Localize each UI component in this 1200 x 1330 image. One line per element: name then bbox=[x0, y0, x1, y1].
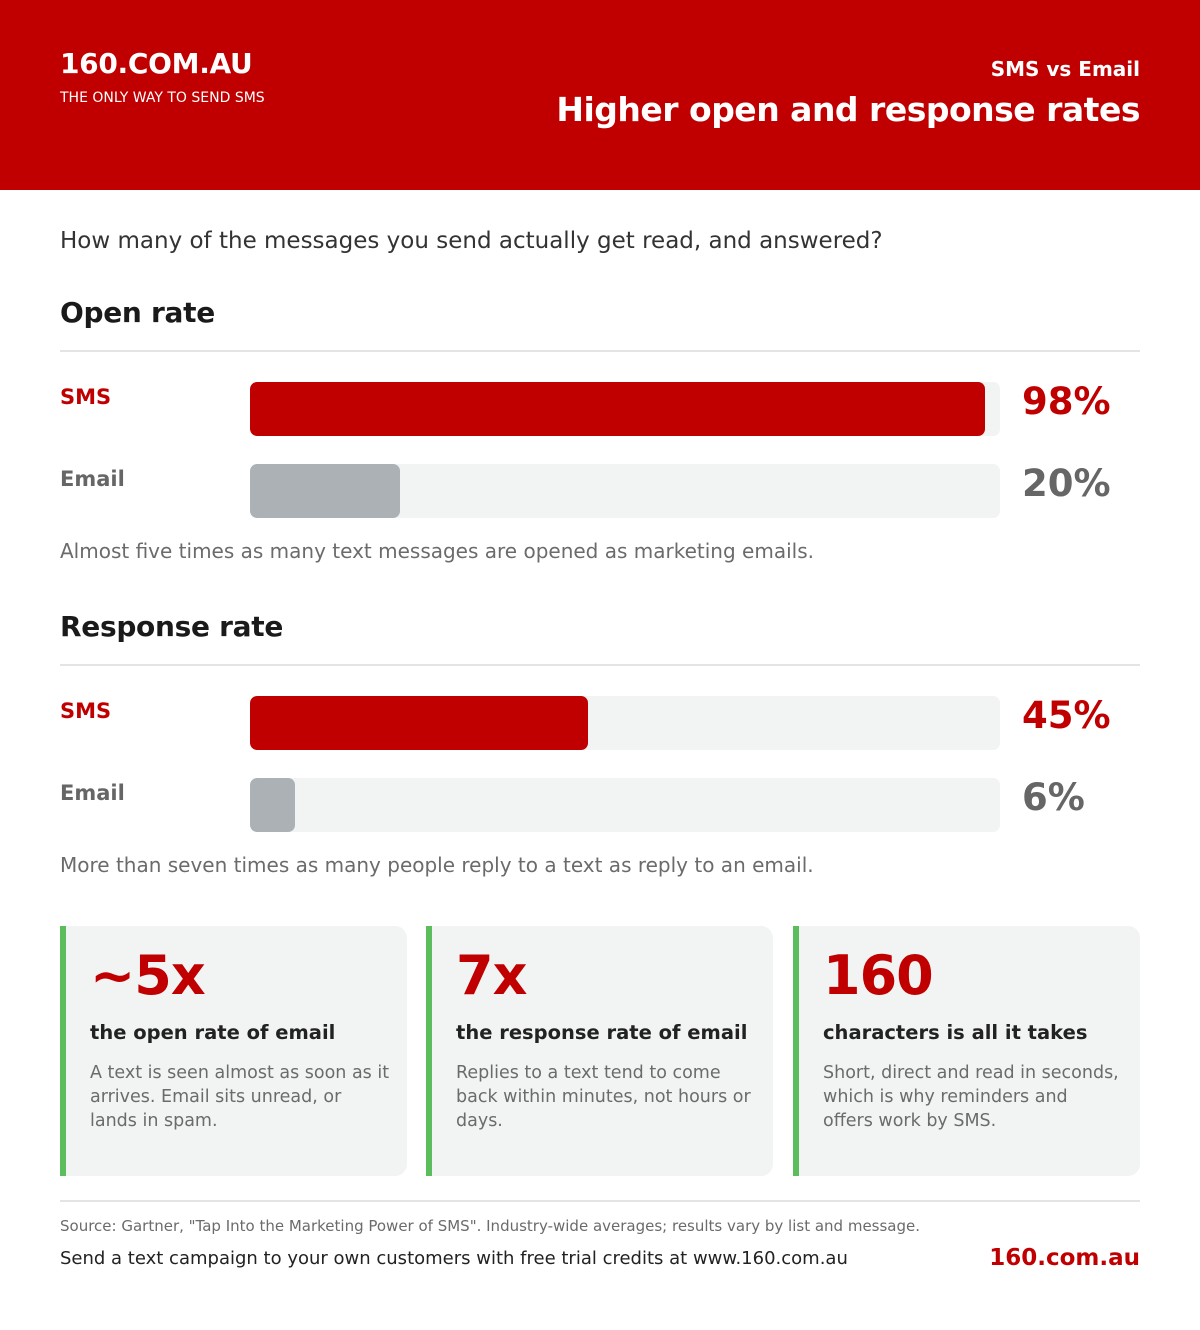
data-label: 98% bbox=[1022, 380, 1111, 423]
bar-email-open bbox=[250, 464, 400, 518]
chart-caption: More than seven times as many people rep… bbox=[60, 853, 814, 877]
stat-description: A text is seen almost as soon as it arri… bbox=[90, 1063, 390, 1131]
stat-value: 160 bbox=[823, 944, 934, 1007]
brand-tagline: THE ONLY WAY TO SEND SMS bbox=[60, 90, 265, 106]
bar-track bbox=[250, 464, 1000, 518]
header-kicker: SMS vs Email bbox=[990, 57, 1140, 81]
header-banner: 160.COM.AU THE ONLY WAY TO SEND SMS SMS … bbox=[0, 0, 1200, 190]
stat-title: the response rate of email bbox=[456, 1021, 748, 1044]
category-label: SMS bbox=[60, 699, 112, 723]
chart-title: Response rate bbox=[60, 610, 284, 643]
intro-text: How many of the messages you send actual… bbox=[60, 228, 883, 254]
bar-email-response bbox=[250, 778, 295, 832]
bar-sms-open bbox=[250, 382, 985, 436]
footer-brand[interactable]: 160.com.au bbox=[989, 1245, 1140, 1271]
stat-value: ~5x bbox=[90, 944, 206, 1007]
bar-sms-response bbox=[250, 696, 588, 750]
stat-description: Replies to a text tend to come back with… bbox=[456, 1063, 751, 1131]
chart-caption: Almost five times as many text messages … bbox=[60, 539, 814, 563]
source-note: Source: Gartner, "Tap Into the Marketing… bbox=[60, 1217, 921, 1235]
stat-title: characters is all it takes bbox=[823, 1021, 1088, 1044]
footer-cta: Send a text campaign to your own custome… bbox=[60, 1248, 848, 1269]
section-divider bbox=[60, 350, 1140, 352]
footer-divider bbox=[60, 1200, 1140, 1202]
stat-card: 160 characters is all it takes Short, di… bbox=[793, 926, 1140, 1176]
section-divider bbox=[60, 664, 1140, 666]
data-label: 45% bbox=[1022, 694, 1111, 737]
brand-logo: 160.COM.AU bbox=[60, 47, 253, 80]
chart-title: Open rate bbox=[60, 296, 215, 329]
data-label: 6% bbox=[1022, 776, 1085, 819]
bar-track bbox=[250, 778, 1000, 832]
category-label: Email bbox=[60, 781, 125, 805]
category-label: SMS bbox=[60, 385, 112, 409]
stat-value: 7x bbox=[456, 944, 527, 1007]
stat-card: ~5x the open rate of email A text is see… bbox=[60, 926, 407, 1176]
category-label: Email bbox=[60, 467, 125, 491]
data-label: 20% bbox=[1022, 462, 1111, 505]
stat-title: the open rate of email bbox=[90, 1021, 336, 1044]
bar-track bbox=[250, 696, 1000, 750]
stat-description: Short, direct and read in seconds, which… bbox=[823, 1063, 1119, 1131]
bar-track bbox=[250, 382, 1000, 436]
stat-card: 7x the response rate of email Replies to… bbox=[426, 926, 773, 1176]
page-title: Higher open and response rates bbox=[556, 90, 1140, 129]
